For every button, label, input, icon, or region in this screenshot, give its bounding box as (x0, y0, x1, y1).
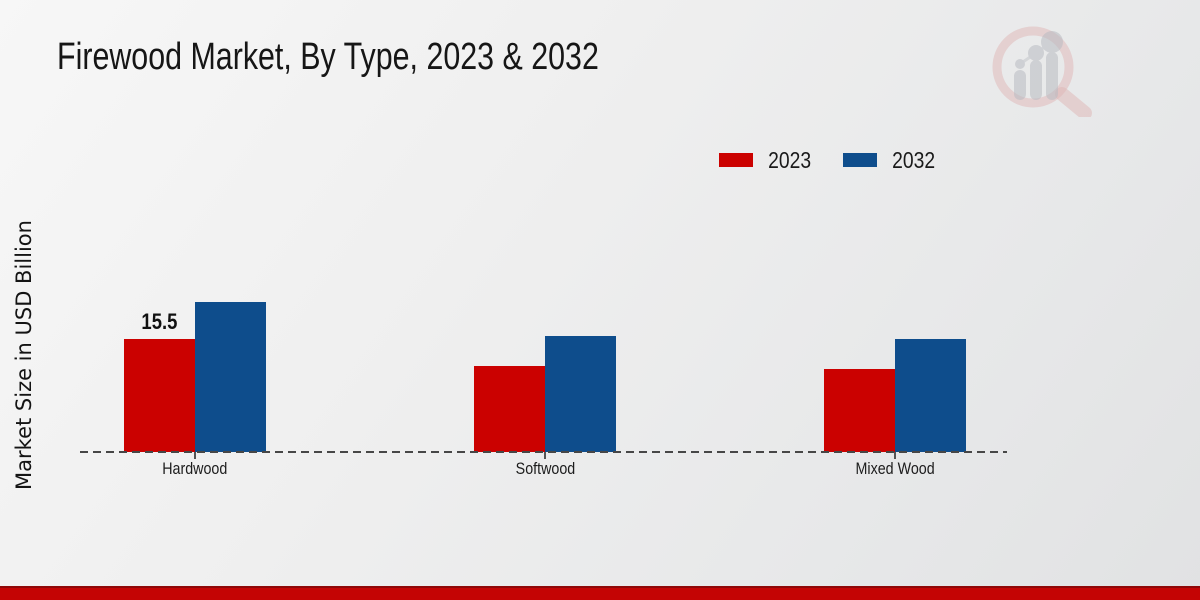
bar-2023-hardwood (124, 339, 195, 452)
category-label-hardwood: Hardwood (162, 459, 228, 478)
bar-2023-mixed-wood (824, 369, 895, 452)
axis-tick (194, 452, 196, 459)
bar-2032-hardwood (195, 302, 266, 452)
bar-2023-softwood (474, 366, 545, 452)
legend-swatch-2023 (719, 153, 753, 167)
axis-tick (894, 452, 896, 459)
chart-title: Firewood Market, By Type, 2023 & 2032 (57, 36, 734, 79)
footer-accent-band (0, 586, 1200, 600)
legend-swatch-2032 (843, 153, 878, 167)
legend-label: 2023 (768, 146, 812, 173)
magnifier-bar-chart-logo-icon (992, 26, 1092, 117)
category-label-softwood: Softwood (515, 459, 575, 478)
bar-2032-softwood (545, 336, 616, 452)
legend: 2023 2032 (719, 146, 939, 174)
chart-title-text: Firewood Market, By Type, 2023 & 2032 (57, 36, 599, 78)
category-label-mixed-wood: Mixed Wood (855, 459, 935, 478)
data-label-2023-hardwood: 15.5 (141, 308, 178, 334)
legend-item-2023: 2023 (719, 147, 815, 174)
legend-item-2032: 2032 (843, 147, 939, 174)
x-axis-baseline (80, 451, 1007, 453)
bar-2032-mixed-wood (895, 339, 966, 452)
legend-label: 2032 (892, 146, 936, 173)
axis-tick (544, 452, 546, 459)
